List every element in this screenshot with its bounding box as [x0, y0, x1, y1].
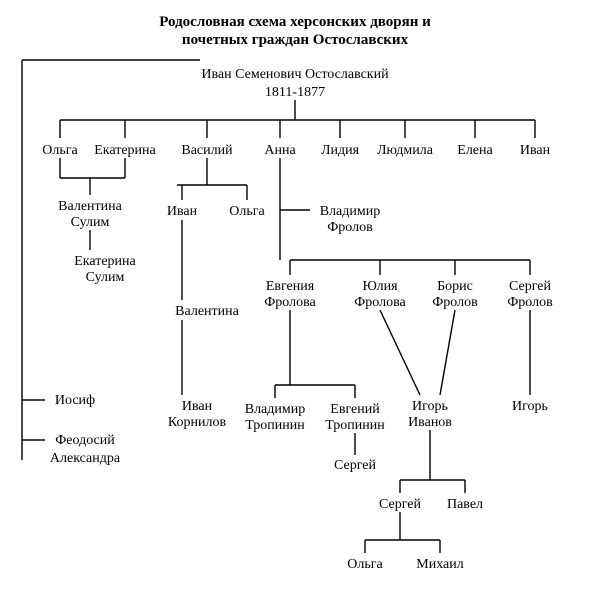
- sulim: Сулим: [71, 215, 110, 230]
- sergey-child: Михаил: [416, 557, 463, 572]
- kornilov: Корнилов: [168, 415, 227, 430]
- root-name: Иван Семенович Остославский: [201, 67, 389, 82]
- title-line-2: почетных граждан Остославских: [182, 32, 409, 48]
- frolov-child: Фролов: [507, 295, 553, 310]
- frolov-child: Сергей: [509, 279, 551, 294]
- ivanov-child: Сергей: [379, 497, 421, 512]
- title-line-1: Родословная схема херсонских дворян и: [159, 14, 431, 30]
- frolov-child: Евгения: [266, 279, 315, 294]
- gen1-name: Ольга: [42, 143, 78, 158]
- frolov-child: Юлия: [362, 279, 398, 294]
- root-extra: Иосиф: [55, 393, 95, 408]
- tree-edge: [380, 310, 420, 395]
- root-extra: Феодосий: [55, 433, 115, 448]
- sulim: Екатерина: [74, 254, 136, 269]
- frolov-spouse: Владимир: [320, 204, 381, 219]
- frolov-spouse: Фролов: [327, 220, 373, 235]
- tree-edge: [440, 310, 455, 395]
- gen1-name: Людмила: [377, 143, 434, 158]
- frolov-child: Фролов: [432, 295, 478, 310]
- gen1-name: Екатерина: [94, 143, 156, 158]
- ivanov: Игорь: [412, 399, 448, 414]
- frolov-child: Фролова: [264, 295, 316, 310]
- root-dates: 1811-1877: [265, 85, 325, 100]
- vas-olga: Ольга: [229, 204, 265, 219]
- gen1-name: Анна: [264, 143, 296, 158]
- ivanov-child: Павел: [447, 497, 483, 512]
- sf-igor: Игорь: [512, 399, 548, 414]
- tropinin: Тропинин: [245, 418, 305, 433]
- gen1-name: Василий: [181, 143, 233, 158]
- vas-ivan: Иван: [167, 204, 198, 219]
- ivanov: Иванов: [408, 415, 452, 430]
- tropinin-sergey: Сергей: [334, 458, 376, 473]
- root-extra: Александра: [50, 451, 121, 466]
- gen1-name: Елена: [457, 143, 493, 158]
- tropinin: Тропинин: [325, 418, 385, 433]
- gen1-name: Лидия: [321, 143, 360, 158]
- frolov-child: Фролова: [354, 295, 406, 310]
- tropinin: Владимир: [245, 402, 306, 417]
- sergey-child: Ольга: [347, 557, 383, 572]
- kornilov: Иван: [182, 399, 213, 414]
- tropinin: Евгений: [330, 402, 380, 417]
- sulim: Валентина: [58, 199, 122, 214]
- sulim: Сулим: [86, 270, 125, 285]
- gen1-name: Иван: [520, 143, 551, 158]
- frolov-child: Борис: [437, 279, 473, 294]
- vas-valentina: Валентина: [175, 304, 239, 319]
